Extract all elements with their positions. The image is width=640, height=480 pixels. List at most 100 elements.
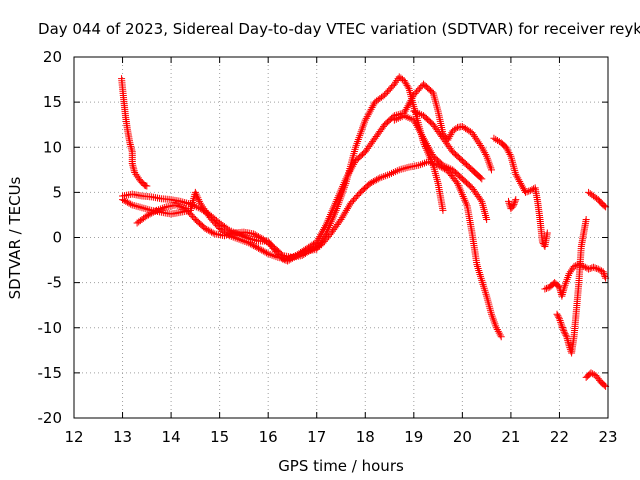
data-point xyxy=(512,196,520,204)
data-point xyxy=(497,333,505,341)
data-point xyxy=(373,176,381,184)
data-point xyxy=(479,145,487,153)
data-point xyxy=(543,229,551,237)
data-point xyxy=(251,231,259,239)
data-point xyxy=(361,116,369,124)
data-point xyxy=(508,203,516,211)
data-point xyxy=(412,120,420,128)
data-point xyxy=(313,238,321,246)
y-tick-label: -5 xyxy=(47,274,62,292)
data-point xyxy=(483,215,491,223)
data-point xyxy=(558,324,566,332)
data-point xyxy=(339,212,347,220)
data-point xyxy=(568,266,576,274)
data-point xyxy=(575,261,583,269)
data-point xyxy=(148,209,156,217)
data-point xyxy=(208,228,216,236)
data-point xyxy=(346,168,354,176)
data-point xyxy=(363,113,371,121)
data-point xyxy=(472,134,480,142)
data-point xyxy=(119,196,127,204)
x-tick-label: 21 xyxy=(501,428,520,446)
data-point xyxy=(513,172,521,180)
y-tick-label: 15 xyxy=(43,93,62,111)
data-point xyxy=(421,138,429,146)
data-point xyxy=(477,141,485,149)
data-point xyxy=(480,147,488,155)
data-point xyxy=(138,204,146,212)
data-point xyxy=(393,76,401,84)
data-point xyxy=(209,229,217,237)
data-point xyxy=(402,105,410,113)
data-point xyxy=(142,205,150,213)
data-point xyxy=(427,149,435,157)
data-point xyxy=(420,134,428,142)
x-tick-label: 13 xyxy=(113,428,132,446)
x-tick-label: 22 xyxy=(550,428,569,446)
data-point xyxy=(596,266,604,274)
data-point xyxy=(504,197,512,205)
data-point xyxy=(345,203,353,211)
data-point xyxy=(525,187,533,195)
data-point xyxy=(555,313,563,321)
y-tick-label: 10 xyxy=(43,138,62,156)
data-point xyxy=(415,125,423,133)
data-point xyxy=(554,312,562,320)
data-point xyxy=(600,381,608,389)
series-trace-a xyxy=(118,75,151,190)
data-point xyxy=(473,136,481,144)
data-point xyxy=(560,328,568,336)
data-point xyxy=(204,226,212,234)
series-trace-d xyxy=(133,158,505,341)
data-point xyxy=(250,230,258,238)
data-point xyxy=(199,203,207,211)
data-point xyxy=(505,149,513,157)
data-point xyxy=(256,234,264,241)
data-point xyxy=(481,149,489,157)
data-point xyxy=(253,232,261,240)
x-tick-label: 23 xyxy=(598,428,617,446)
y-tick-label: 20 xyxy=(43,48,62,66)
data-point xyxy=(560,327,568,335)
data-point xyxy=(316,233,324,241)
x-tick-label: 16 xyxy=(259,428,278,446)
data-point xyxy=(306,246,314,254)
data-point xyxy=(338,214,346,222)
data-point xyxy=(517,179,525,187)
data-point xyxy=(413,122,421,130)
data-point xyxy=(478,175,486,183)
data-point xyxy=(246,240,254,248)
data-point xyxy=(411,118,419,126)
data-point xyxy=(320,224,328,232)
data-point xyxy=(371,177,379,185)
series-trace-h xyxy=(504,196,520,213)
data-point xyxy=(401,107,409,115)
data-point xyxy=(143,212,151,220)
data-point xyxy=(406,98,414,106)
data-point xyxy=(424,143,432,151)
data-point xyxy=(474,138,482,146)
data-point xyxy=(490,134,498,142)
x-tick-label: 15 xyxy=(210,428,229,446)
data-point xyxy=(340,210,348,218)
data-point xyxy=(250,242,258,250)
data-point xyxy=(586,264,594,272)
data-point xyxy=(319,227,327,235)
data-point xyxy=(144,211,152,219)
data-point xyxy=(204,210,211,218)
data-point xyxy=(511,199,519,207)
data-point xyxy=(320,225,328,233)
y-tick-label: -15 xyxy=(38,364,63,382)
data-point xyxy=(123,198,131,206)
data-point xyxy=(452,125,460,133)
y-tick-label: -10 xyxy=(38,319,63,337)
data-point xyxy=(318,229,326,237)
data-point xyxy=(201,206,209,214)
data-point xyxy=(369,102,377,110)
data-point xyxy=(504,147,512,155)
data-point xyxy=(254,233,262,241)
data-point xyxy=(600,271,608,279)
data-point xyxy=(587,369,595,377)
data-point xyxy=(131,169,139,177)
